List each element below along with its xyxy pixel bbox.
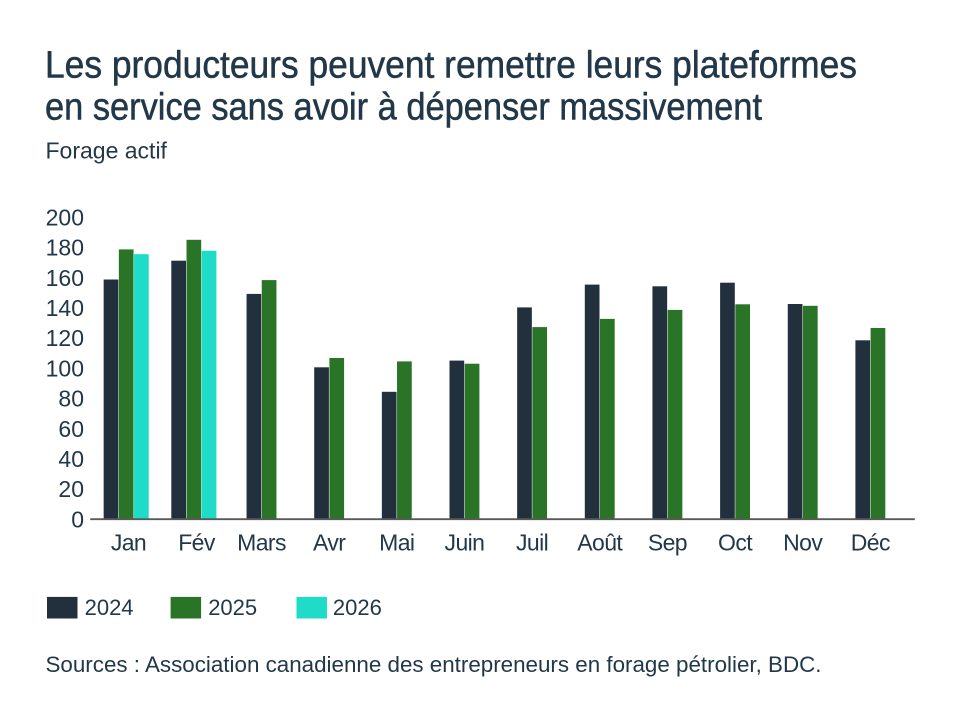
svg-text:Sources : Association canadien: Sources : Association canadienne des ent… <box>46 652 822 677</box>
svg-text:Déc: Déc <box>851 529 890 555</box>
svg-text:Oct: Oct <box>718 529 753 555</box>
svg-text:40: 40 <box>58 446 84 472</box>
svg-text:en service sans avoir à dépens: en service sans avoir à dépenser massive… <box>45 86 762 128</box>
svg-text:Août: Août <box>577 529 623 555</box>
svg-text:Nov: Nov <box>783 529 823 555</box>
svg-text:Fév: Fév <box>178 529 216 555</box>
svg-text:Sep: Sep <box>648 529 687 555</box>
svg-text:Jan: Jan <box>111 529 146 555</box>
svg-text:Juin: Juin <box>445 529 485 555</box>
svg-text:20: 20 <box>58 476 84 502</box>
svg-text:Mars: Mars <box>237 529 286 555</box>
svg-text:0: 0 <box>71 506 84 532</box>
svg-text:80: 80 <box>58 386 84 412</box>
svg-text:60: 60 <box>58 416 84 442</box>
svg-text:160: 160 <box>46 265 84 291</box>
svg-text:120: 120 <box>46 325 84 351</box>
svg-text:140: 140 <box>46 295 84 321</box>
svg-text:Les producteurs peuvent remett: Les producteurs peuvent remettre leurs p… <box>45 45 857 87</box>
svg-text:Mai: Mai <box>379 529 414 555</box>
svg-text:2026: 2026 <box>333 595 382 620</box>
svg-text:Juil: Juil <box>516 529 548 555</box>
svg-text:Avr: Avr <box>313 529 346 555</box>
svg-text:2024: 2024 <box>85 595 134 620</box>
svg-text:2025: 2025 <box>208 595 257 620</box>
svg-text:180: 180 <box>46 235 84 261</box>
svg-text:Forage actif: Forage actif <box>46 138 168 164</box>
svg-text:100: 100 <box>46 355 84 381</box>
svg-text:200: 200 <box>46 205 84 231</box>
